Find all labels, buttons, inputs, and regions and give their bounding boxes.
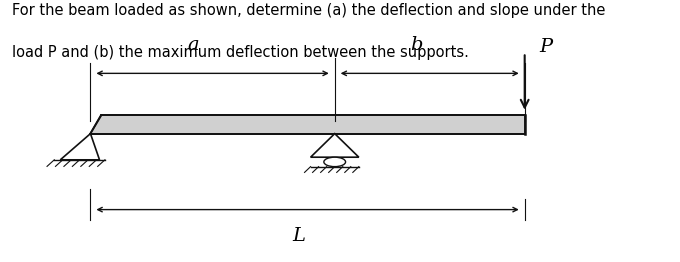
Circle shape [324, 157, 345, 167]
Text: For the beam loaded as shown, determine (a) the deflection and slope under the: For the beam loaded as shown, determine … [12, 3, 605, 18]
Polygon shape [90, 115, 525, 134]
Text: a: a [187, 36, 199, 53]
Text: load P and (b) the maximum deflection between the supports.: load P and (b) the maximum deflection be… [12, 45, 469, 59]
Text: P: P [539, 38, 552, 56]
Polygon shape [61, 134, 99, 160]
Text: b: b [410, 36, 422, 53]
Polygon shape [311, 134, 359, 157]
Text: L: L [292, 227, 305, 245]
